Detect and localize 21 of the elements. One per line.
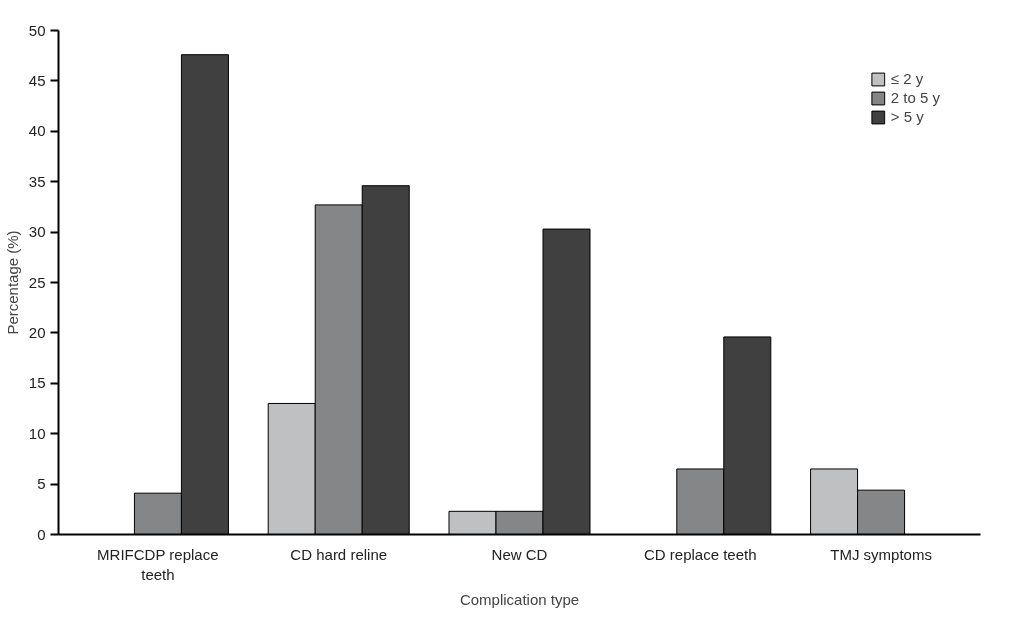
x-axis-title: Complication type	[459, 590, 580, 608]
y-tick-label: 50	[28, 21, 46, 39]
y-tick-label: 10	[28, 424, 46, 442]
x-tick-label: TMJ symptoms	[830, 545, 932, 563]
y-tick-label: 35	[28, 172, 46, 190]
y-tick-label: 40	[28, 122, 46, 140]
y-tick-label: 5	[37, 475, 46, 493]
y-tick-label: 15	[28, 374, 46, 392]
x-tick-label: CD replace teeth	[644, 545, 757, 563]
y-axis-title: Percentage (%)	[3, 230, 21, 335]
legend-label: 2 to 5 y	[890, 89, 940, 106]
x-tick-label: New CD	[491, 545, 548, 563]
y-tick-label: 25	[28, 273, 46, 291]
y-tick-label: 45	[28, 71, 46, 89]
y-tick-label: 20	[28, 323, 46, 341]
y-tick-label: 0	[37, 525, 46, 543]
x-tick-label: CD hard reline	[290, 545, 388, 563]
legend-label: ≤ 2 y	[890, 70, 924, 87]
y-tick-label: 30	[28, 223, 46, 241]
legend-label: > 5 y	[890, 108, 924, 125]
x-tick-label: MRIFCDP replace teeth	[97, 545, 219, 583]
